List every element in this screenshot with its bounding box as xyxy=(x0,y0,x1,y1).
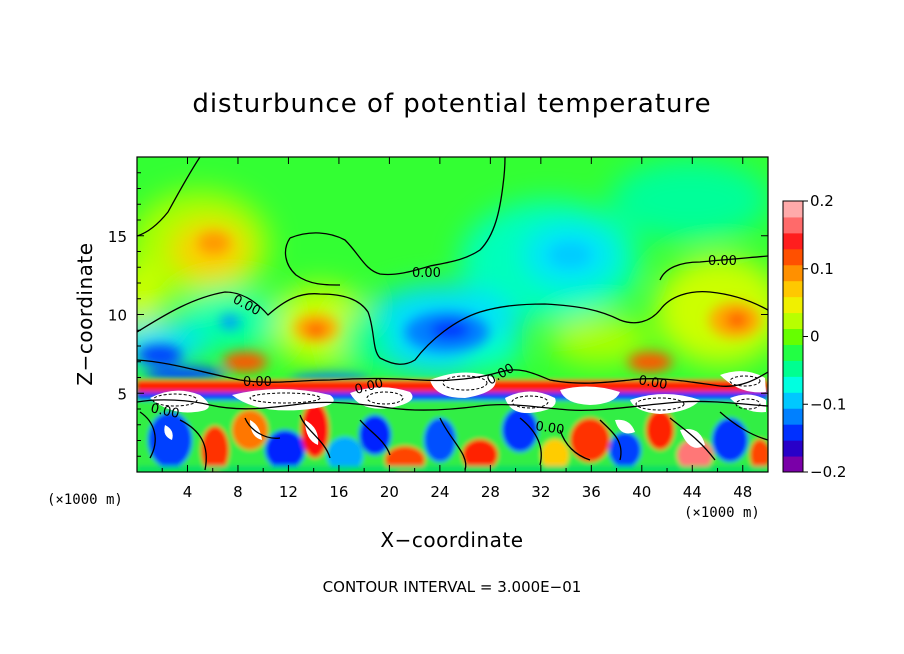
colorbar-swatch xyxy=(783,296,803,314)
y-axis-ticks: 5 10 15 xyxy=(108,172,768,457)
x-tick-label: 24 xyxy=(430,483,449,501)
x-tick-label: 36 xyxy=(582,483,601,501)
x-axis-ticks: 4 8 12 16 20 24 28 32 36 40 44 48 xyxy=(161,157,752,501)
colorbar-swatch xyxy=(783,440,803,457)
contour-label: 0.00 xyxy=(353,376,385,398)
heatmap-field: 0.00 0.00 0.00 0.00 0.00 0.00 0.00 0.00 … xyxy=(137,157,768,472)
colorbar-swatch xyxy=(783,201,803,218)
contour-interval-note: CONTOUR INTERVAL = 3.000E−01 xyxy=(323,578,582,596)
y-axis-unit: (×1000 m) xyxy=(47,492,123,508)
colorbar-swatch xyxy=(783,328,803,345)
colorbar-swatch xyxy=(783,232,803,250)
contour-label: 0.00 xyxy=(243,375,272,390)
x-tick-label: 44 xyxy=(683,483,702,501)
x-tick-label: 4 xyxy=(183,483,193,501)
x-axis-unit: (×1000 m) xyxy=(684,505,760,521)
x-tick-label: 12 xyxy=(279,483,298,501)
colorbar-swatch xyxy=(783,360,803,377)
colorbar-swatch xyxy=(783,408,803,425)
colorbar-ticks: 0.2 0.1 0 −0.1 −0.2 xyxy=(803,192,846,481)
colorbar-swatch xyxy=(783,248,803,266)
y-tick-label: 15 xyxy=(108,228,127,246)
x-tick-label: 40 xyxy=(632,483,651,501)
colorbar-swatch xyxy=(783,264,803,282)
chart-title: disturbunce of potential temperature xyxy=(192,89,711,119)
contour-label: 0.00 xyxy=(637,373,668,393)
x-tick-label: 8 xyxy=(233,483,243,501)
colorbar-swatch xyxy=(783,216,803,234)
colorbar-tick-label: 0 xyxy=(810,328,820,346)
contour-label: 0.00 xyxy=(412,266,441,281)
x-tick-label: 48 xyxy=(733,483,752,501)
x-axis-label: X−coordinate xyxy=(380,528,523,552)
x-tick-label: 32 xyxy=(531,483,550,501)
colorbar-swatch xyxy=(783,392,803,409)
x-tick-label: 28 xyxy=(481,483,500,501)
colorbar-tick-label: 0.1 xyxy=(810,260,834,278)
x-tick-label: 20 xyxy=(380,483,399,501)
colorbar-swatch xyxy=(783,344,803,361)
contour-lines xyxy=(137,157,768,471)
y-axis-label: Z−coordinate xyxy=(73,242,97,385)
x-tick-label: 16 xyxy=(329,483,348,501)
colorbar-swatch xyxy=(783,312,803,330)
colorbar-tick-label: 0.2 xyxy=(810,192,834,210)
colorbar xyxy=(782,200,804,473)
colorbar-tick-label: −0.2 xyxy=(810,463,846,481)
contour-label: 0.00 xyxy=(534,419,565,438)
contour-label: 0.00 xyxy=(708,254,737,269)
contour-lines-dashed xyxy=(152,375,761,411)
colorbar-swatch xyxy=(783,424,803,441)
colorbar-swatch xyxy=(783,280,803,298)
y-tick-label: 5 xyxy=(117,385,127,403)
colorbar-swatch xyxy=(783,456,803,473)
y-tick-label: 10 xyxy=(108,307,127,325)
colorbar-tick-label: −0.1 xyxy=(810,395,846,413)
contour-label: 0.00 xyxy=(149,401,180,422)
colorbar-swatch xyxy=(783,376,803,393)
